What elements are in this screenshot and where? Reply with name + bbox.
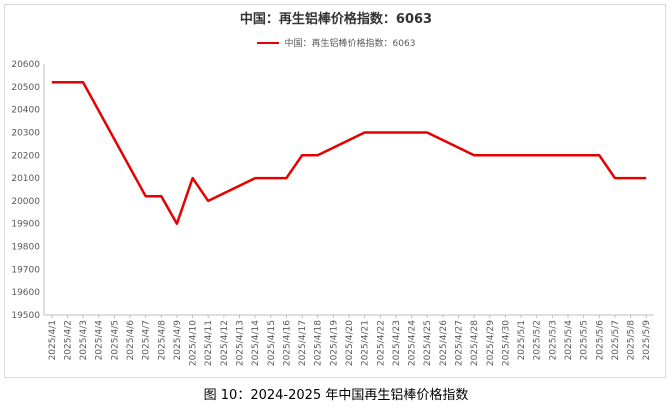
y-tick-label: 19600 — [11, 288, 40, 298]
y-tick-label: 19500 — [11, 311, 40, 321]
x-tick-label: 2025/4/16 — [282, 320, 292, 366]
x-tick-label: 2025/4/9 — [173, 320, 183, 361]
series-line — [51, 81, 647, 225]
x-tick-label: 2025/4/15 — [267, 320, 277, 366]
x-tick-label: 2025/4/3 — [79, 320, 89, 360]
x-tick-label: 2025/4/12 — [220, 320, 230, 366]
chart-legend: 中国：再生铝棒价格指数：6063 — [0, 36, 672, 49]
figure-caption: 图 10：2024-2025 年中国再生铝棒价格指数 — [203, 388, 469, 403]
y-tick-label: 20100 — [11, 174, 40, 184]
x-tick-label: 2025/4/11 — [204, 320, 214, 366]
x-tick-label: 2025/5/8 — [627, 320, 637, 361]
y-tick-label: 19900 — [11, 220, 40, 230]
x-tick-label: 2025/5/7 — [611, 320, 621, 360]
x-tick-label: 2025/5/3 — [548, 320, 558, 360]
y-tick-label: 19700 — [11, 265, 40, 275]
x-tick-label: 2025/4/2 — [63, 320, 73, 360]
x-tick-label: 2025/5/4 — [564, 320, 574, 361]
x-tick-label: 2025/4/7 — [142, 320, 152, 360]
x-tick-label: 2025/4/30 — [501, 320, 511, 366]
y-tick-label: 19800 — [11, 243, 40, 253]
x-tick-label: 2025/5/9 — [642, 320, 652, 361]
x-tick-label: 2025/4/14 — [251, 320, 261, 366]
x-tick-label: 2025/4/21 — [361, 320, 371, 366]
y-tick-label: 20600 — [11, 60, 40, 70]
x-tick-label: 2025/4/24 — [408, 320, 418, 366]
x-tick-label: 2025/5/1 — [517, 320, 527, 360]
x-tick-label: 2025/4/10 — [189, 320, 199, 366]
x-tick-label: 2025/4/5 — [110, 320, 120, 360]
y-tick-label: 20400 — [11, 106, 40, 116]
y-tick-label: 20500 — [11, 83, 40, 93]
x-tick-label: 2025/4/6 — [126, 320, 136, 361]
x-tick-label: 2025/4/28 — [470, 320, 480, 366]
x-tick-label: 2025/4/8 — [157, 320, 167, 361]
y-tick-label: 20000 — [11, 197, 40, 207]
x-tick-label: 2025/4/23 — [392, 320, 402, 366]
y-tick-label: 20300 — [11, 128, 40, 138]
x-tick-label: 2025/4/22 — [376, 320, 386, 366]
y-tick-label: 20200 — [11, 151, 40, 161]
legend-label: 中国：再生铝棒价格指数：6063 — [284, 39, 416, 49]
x-tick-label: 2025/4/1 — [48, 320, 58, 360]
x-tick-label: 2025/4/17 — [298, 320, 308, 366]
x-tick-label: 2025/5/2 — [533, 320, 543, 360]
legend-line-swatch — [256, 41, 279, 44]
x-tick-label: 2025/4/13 — [236, 320, 246, 366]
x-tick-label: 2025/4/27 — [454, 320, 464, 366]
x-tick-label: 2025/4/18 — [314, 320, 324, 366]
x-tick-label: 2025/4/19 — [329, 320, 339, 366]
line-chart: 19500 19600 19700 19800 19900 20000 20100 20200… — [11, 60, 654, 366]
x-tick-label: 2025/4/29 — [486, 320, 496, 366]
x-tick-label: 2025/4/26 — [439, 320, 449, 366]
x-tick-label: 2025/4/25 — [423, 320, 433, 366]
x-tick-label: 2025/4/20 — [345, 320, 355, 366]
x-tick-label: 2025/5/5 — [580, 320, 590, 360]
x-tick-label: 2025/5/6 — [595, 320, 605, 361]
x-tick-label: 2025/4/4 — [95, 320, 105, 361]
chart-title: 中国：再生铝棒价格指数：6063 — [239, 12, 433, 27]
